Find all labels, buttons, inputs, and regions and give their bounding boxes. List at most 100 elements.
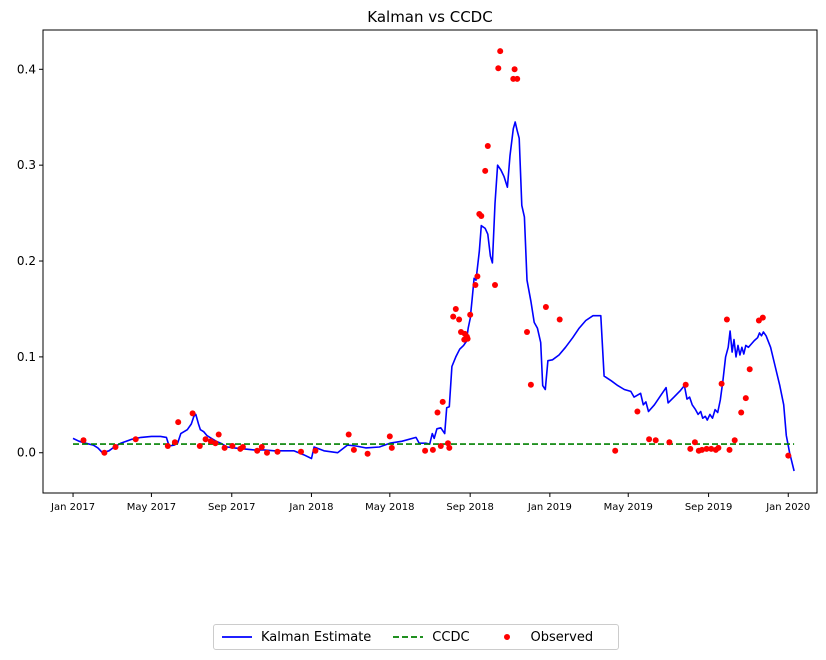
y-tick-label: 0.0: [17, 446, 36, 460]
observed-point: [746, 366, 753, 373]
x-tick-label: Jan 2017: [50, 502, 95, 513]
observed-point: [429, 446, 436, 453]
observed-point: [164, 443, 171, 449]
observed-point: [708, 445, 715, 452]
observed-point: [666, 439, 673, 446]
observed-point: [731, 437, 738, 444]
observed-point: [298, 448, 304, 455]
observed-point: [556, 316, 563, 323]
observed-point: [524, 329, 530, 335]
observed-point: [497, 48, 504, 55]
legend-label-kalman: Kalman Estimate: [261, 629, 372, 645]
x-axis: Jan 2017 May 2017 Sep 2017 Jan 2018 May 2018…: [50, 493, 810, 513]
observed-point: [715, 444, 722, 451]
observed-point: [452, 306, 459, 312]
observed-point: [467, 311, 474, 318]
observed-point: [132, 436, 139, 443]
observed-point: [312, 447, 319, 454]
observed-point: [345, 431, 352, 438]
observed-point: [484, 143, 491, 149]
plot-area: [72, 48, 795, 472]
observed-point: [112, 444, 119, 450]
observed-point: [254, 447, 261, 454]
observed-point: [785, 452, 792, 459]
observed-point: [388, 444, 395, 451]
observed-point: [364, 450, 371, 457]
legend: Kalman Estimate CCDC Observed: [213, 624, 619, 650]
x-tick-label: Sep 2018: [446, 502, 493, 513]
observed-point: [101, 449, 108, 456]
observed-point: [472, 282, 479, 288]
observed-point: [482, 167, 489, 174]
observed-point: [215, 431, 222, 438]
observed-point: [422, 447, 429, 454]
y-axis: 0.0 0.1 0.2 0.3 0.4: [17, 62, 43, 460]
observed-point: [439, 398, 446, 405]
observed-point: [175, 419, 182, 426]
observed-point: [511, 66, 518, 73]
observed-point: [207, 438, 214, 445]
legend-item-observed: Observed: [492, 629, 594, 645]
observed-point: [212, 440, 219, 447]
observed-point: [434, 409, 441, 416]
observed-point: [726, 446, 733, 453]
observed-point: [646, 436, 653, 443]
observed-point: [738, 409, 745, 416]
observed-point: [386, 433, 393, 440]
observed-point: [350, 446, 357, 453]
plot-frame: [42, 29, 818, 494]
x-tick-label: May 2017: [127, 502, 176, 513]
observed-point: [221, 444, 228, 451]
observed-point: [464, 335, 471, 342]
y-tick-label: 0.2: [17, 254, 36, 268]
x-tick-label: May 2019: [604, 502, 653, 513]
observed-point: [718, 380, 725, 387]
legend-item-kalman: Kalman Estimate: [222, 630, 371, 645]
observed-point: [682, 381, 689, 388]
observed-point: [445, 440, 451, 447]
observed-point: [492, 282, 498, 288]
observed-point: [202, 436, 209, 443]
observed-point: [542, 304, 549, 310]
observed-point: [703, 445, 710, 452]
x-tick-label: Jan 2018: [288, 502, 333, 513]
observed-point: [189, 410, 196, 417]
legend-label-observed: Observed: [530, 629, 594, 645]
observed-point: [437, 443, 444, 449]
kalman-line-swatch: [222, 636, 252, 638]
observed-point: [652, 437, 659, 444]
observed-point: [274, 448, 281, 455]
observed-point: [80, 437, 87, 444]
observed-point: [527, 381, 534, 388]
observed-point: [196, 443, 203, 449]
observed-point: [723, 316, 730, 323]
observed-point: [687, 445, 694, 452]
observed-point: [691, 439, 698, 446]
observed-point: [239, 444, 246, 450]
y-tick-label: 0.1: [17, 350, 36, 364]
observed-point: [264, 449, 270, 456]
x-tick-label: Jan 2020: [765, 502, 810, 513]
y-tick-label: 0.3: [17, 158, 36, 172]
observed-point: [446, 444, 453, 451]
observed-point: [759, 314, 766, 321]
observed-point: [258, 444, 265, 450]
observed-point: [456, 316, 463, 323]
ccdc-dashed-swatch: [393, 636, 424, 638]
observed-point: [450, 313, 457, 320]
observed-point: [634, 408, 641, 415]
observed-point: [478, 213, 485, 219]
observed-point: [742, 395, 749, 402]
observed-point: [699, 446, 705, 453]
observed-point: [171, 439, 178, 446]
legend-item-ccdc: CCDC: [393, 630, 470, 645]
observed-point: [514, 75, 521, 82]
observed-point: [612, 447, 619, 454]
x-tick-label: Jan 2019: [527, 502, 572, 513]
observed-point: [495, 65, 502, 72]
observed-point: [474, 273, 481, 280]
kalman-estimate-line: [72, 121, 795, 472]
x-tick-label: May 2018: [365, 502, 414, 513]
x-tick-label: Sep 2019: [685, 502, 732, 513]
